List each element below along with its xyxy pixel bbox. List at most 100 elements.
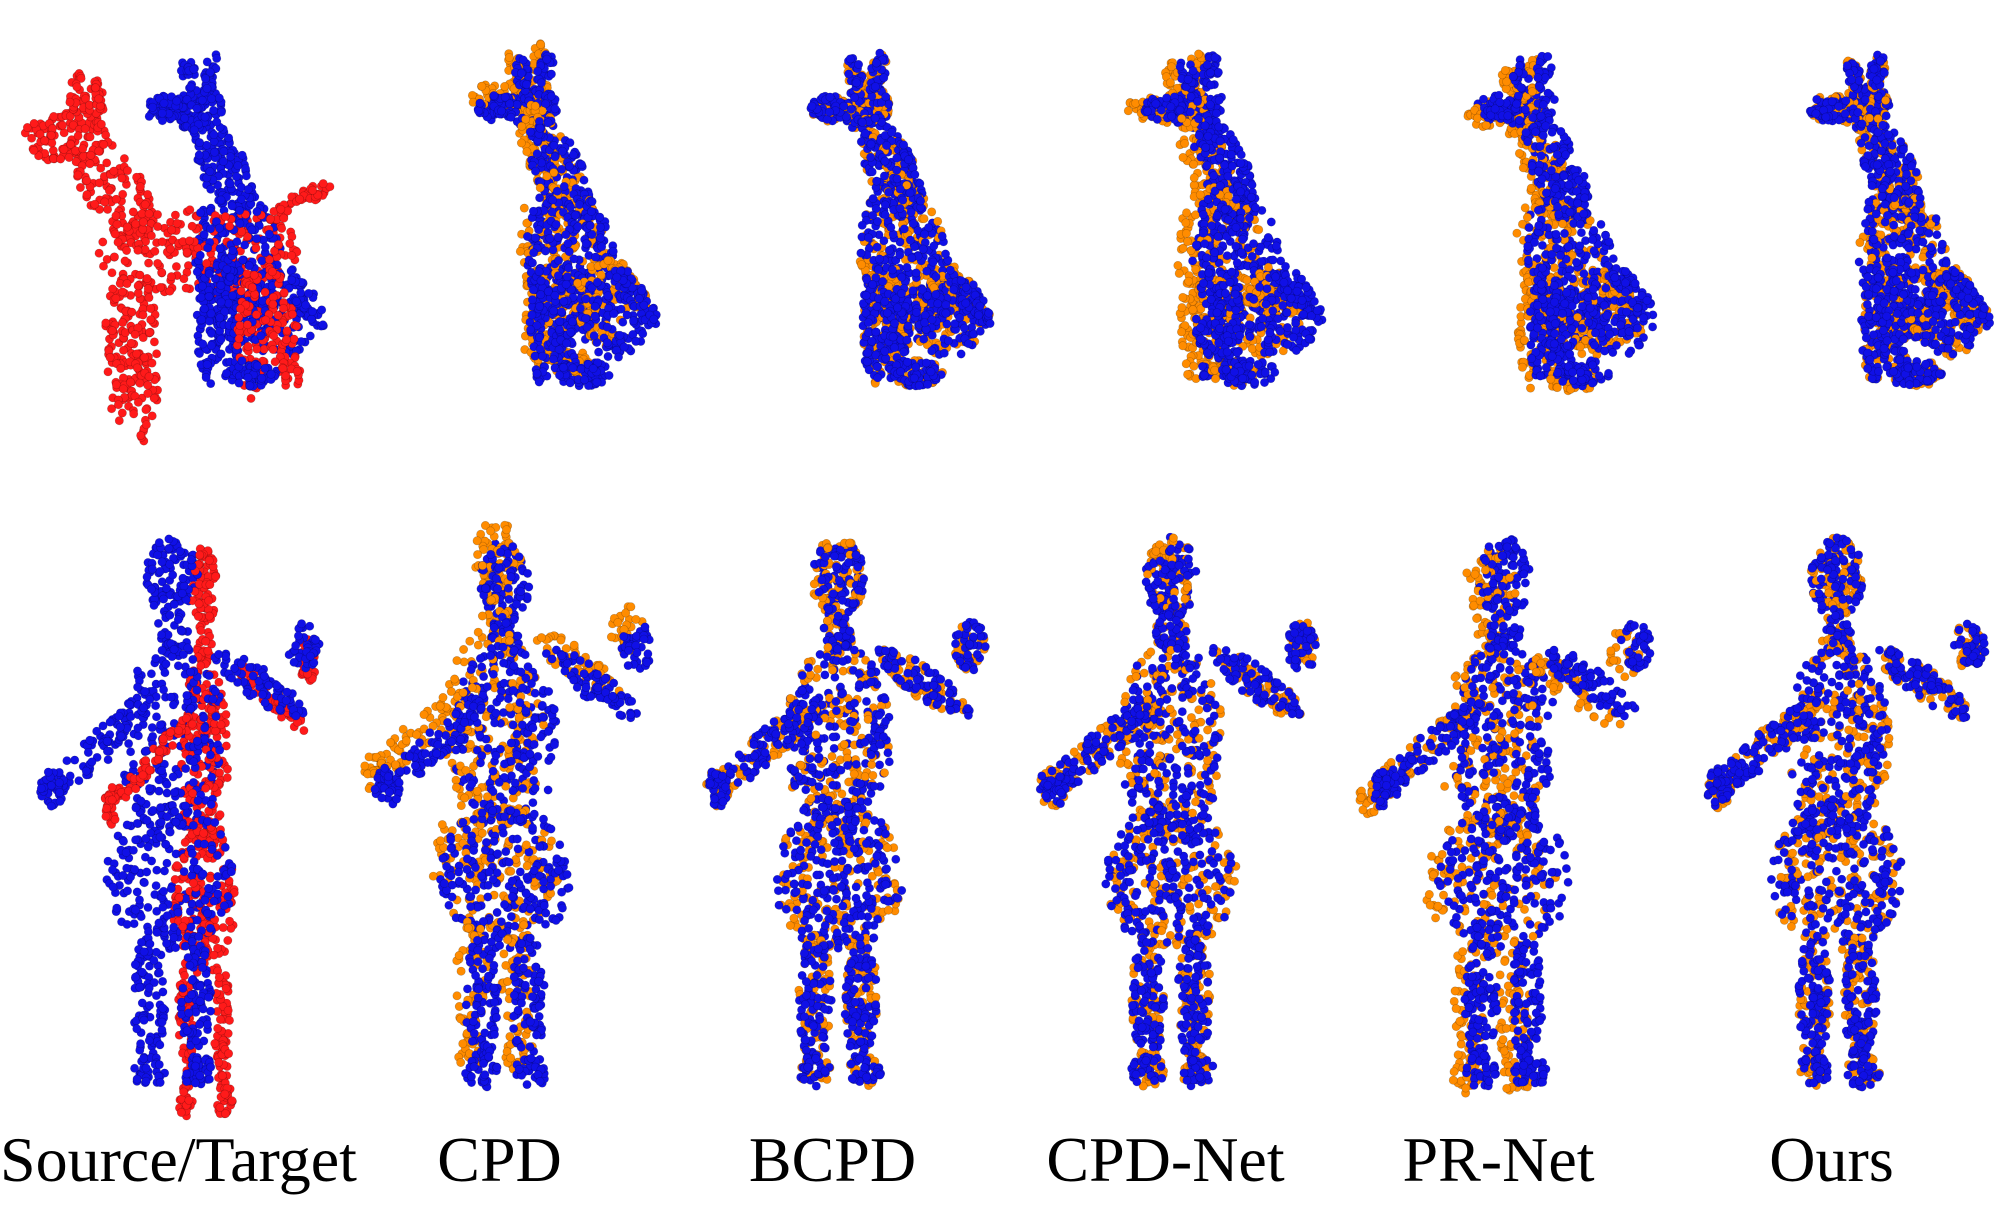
source-point (101, 198, 109, 206)
source-point (83, 176, 91, 184)
target-point (210, 148, 218, 156)
target-point (217, 108, 225, 116)
target-point (215, 94, 223, 102)
source-point (105, 187, 113, 195)
source-point (202, 259, 210, 267)
source-point (100, 140, 108, 148)
dog-cloud (21, 51, 334, 446)
source-point (180, 275, 188, 283)
source-point (156, 283, 164, 291)
source-point (58, 121, 66, 129)
target-point (258, 257, 266, 265)
source-point (73, 83, 81, 91)
source-point (87, 151, 95, 159)
source-point (91, 200, 99, 208)
target-point (210, 130, 218, 138)
source-point (99, 238, 107, 246)
source-point (79, 145, 87, 153)
source-point (122, 246, 130, 254)
target-point (207, 185, 215, 193)
source-point (185, 237, 193, 245)
target-point (261, 243, 269, 251)
source-point (186, 206, 194, 214)
source-point (158, 268, 166, 276)
target-point (195, 138, 203, 146)
source-point (286, 239, 294, 247)
source-point (153, 259, 161, 267)
source-point (166, 245, 174, 253)
target-point (242, 172, 250, 180)
source-point (60, 129, 68, 137)
source-point (49, 146, 57, 154)
source-point (95, 95, 103, 103)
target-point (198, 96, 206, 104)
target-point (190, 65, 198, 73)
source-point (188, 222, 196, 230)
source-point (237, 228, 245, 236)
source-point (141, 200, 149, 208)
target-point (241, 241, 249, 249)
target-point (226, 153, 234, 161)
source-point (136, 182, 144, 190)
source-point (144, 259, 152, 267)
target-point (190, 126, 198, 134)
target-point (213, 54, 221, 62)
source-point (114, 238, 122, 246)
target-point (187, 83, 195, 91)
source-point (182, 284, 190, 292)
source-point (99, 262, 107, 270)
source-point (56, 155, 64, 163)
target-point (238, 151, 246, 159)
target-point (206, 225, 214, 233)
target-point (180, 114, 188, 122)
target-point (232, 172, 240, 180)
source-point (123, 166, 131, 174)
source-point (221, 212, 229, 220)
source-point (112, 212, 120, 220)
source-point (153, 210, 161, 218)
source-point (120, 154, 128, 162)
source-point (166, 287, 174, 295)
target-point (226, 180, 234, 188)
source-point (118, 174, 126, 182)
source-point (81, 125, 89, 133)
source-point (129, 208, 137, 216)
source-point (95, 249, 103, 257)
source-point (252, 244, 260, 252)
source-point (30, 146, 38, 154)
source-point (274, 240, 282, 248)
target-point (213, 118, 221, 126)
target-point (193, 104, 201, 112)
source-point (121, 257, 129, 265)
source-point (171, 211, 179, 219)
source-point (74, 132, 82, 140)
source-point (147, 232, 155, 240)
target-point (160, 99, 168, 107)
source-point (225, 222, 233, 230)
target-point (217, 196, 225, 204)
source-point (151, 247, 159, 255)
target-point (234, 161, 242, 169)
target-point (206, 167, 214, 175)
source-point (27, 134, 35, 142)
source-point (113, 220, 121, 228)
source-point (143, 190, 151, 198)
target-point (219, 157, 227, 165)
target-point (203, 84, 211, 92)
source-point (111, 230, 119, 238)
source-point (278, 224, 286, 232)
target-point (253, 208, 261, 216)
source-point (183, 248, 191, 256)
source-point (83, 191, 91, 199)
source-point (47, 131, 55, 139)
target-point (173, 97, 181, 105)
target-point (253, 234, 261, 242)
source-point (97, 164, 105, 172)
source-point (167, 272, 175, 280)
target-point (196, 209, 204, 217)
source-point (287, 251, 295, 259)
source-point (86, 133, 94, 141)
target-point (203, 58, 211, 66)
source-point (97, 120, 105, 128)
